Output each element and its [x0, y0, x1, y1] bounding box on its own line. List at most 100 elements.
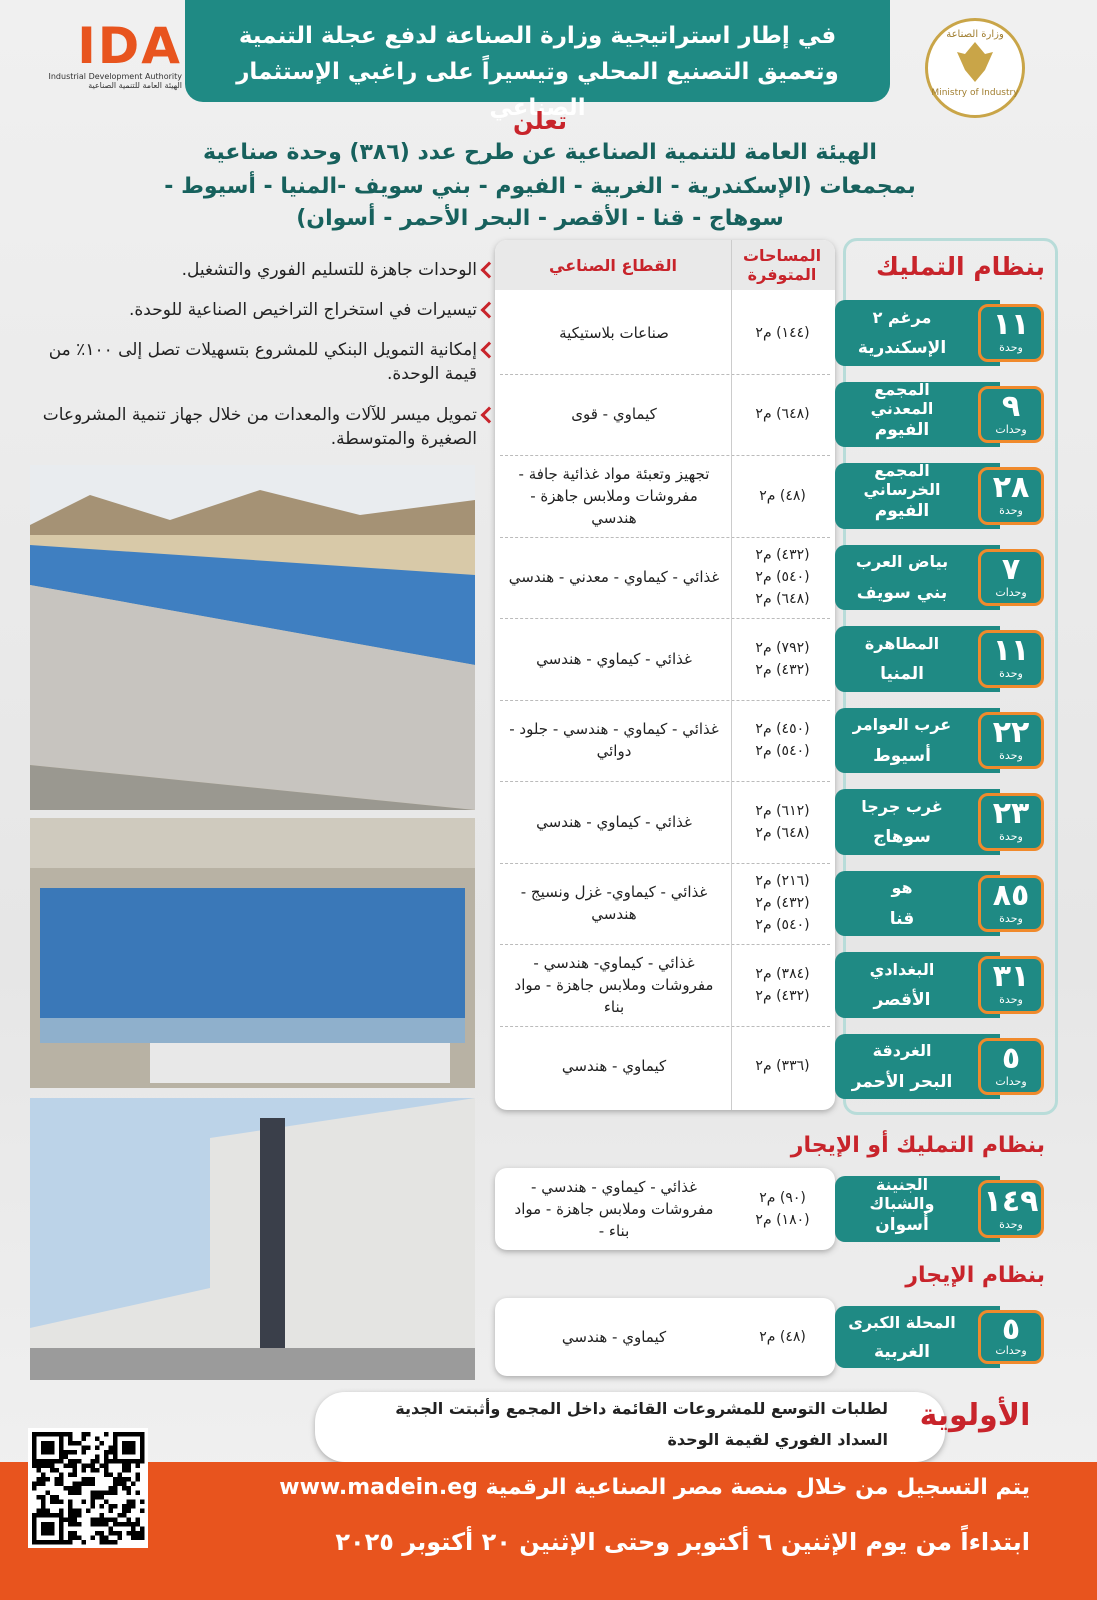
unit-word: وحدة: [999, 993, 1023, 1006]
qr-module: [131, 1522, 136, 1527]
qr-module: [36, 1459, 41, 1464]
qr-module: [104, 1499, 109, 1504]
qr-module: [135, 1477, 140, 1482]
qr-module: [135, 1459, 140, 1464]
qr-module: [140, 1441, 145, 1446]
qr-module: [50, 1463, 55, 1468]
header-areas: المساحات المتوفرة: [742, 246, 822, 284]
complex-name: البغدادي: [869, 959, 935, 979]
qr-module: [108, 1459, 113, 1464]
governorate: قنا: [889, 908, 915, 929]
count-badge: [978, 1180, 1044, 1238]
qr-module: [108, 1450, 113, 1455]
qr-module: [86, 1481, 91, 1486]
qr-module: [126, 1517, 131, 1522]
qr-module: [45, 1450, 50, 1455]
area: (٤٨) م٢: [759, 1329, 806, 1345]
qr-module: [113, 1540, 118, 1545]
qr-module: [50, 1499, 55, 1504]
qr-module: [113, 1531, 118, 1536]
qr-module: [41, 1531, 46, 1536]
qr-module: [140, 1526, 145, 1531]
complex-name: المحلة الكبرى: [848, 1313, 956, 1332]
qr-module: [108, 1472, 113, 1477]
table-header: [495, 240, 835, 290]
qr-module: [63, 1463, 68, 1468]
announce-line: بمجمعات (الإسكندرية - الغربية - الفيوم -…: [164, 174, 916, 199]
area: (٩٠) م٢: [759, 1190, 806, 1206]
area: (٤٨) م٢: [759, 487, 806, 504]
area: (١٨٠) م٢: [755, 1212, 810, 1228]
qr-module: [117, 1535, 122, 1540]
qr-module: [36, 1468, 41, 1473]
benefit: الوحدات جاهزة للتسليم الفوري والتشغيل.: [25, 258, 495, 282]
unit-count: ٥: [1001, 1040, 1021, 1076]
qr-module: [32, 1450, 37, 1455]
qr-module: [68, 1436, 73, 1441]
area: (٧٩٢) م٢: [755, 639, 810, 656]
qr-module: [90, 1504, 95, 1509]
qr-module: [59, 1513, 64, 1518]
complex-name: مرغم ٢: [872, 307, 932, 327]
qr-module: [86, 1477, 91, 1482]
qr-module: [122, 1522, 127, 1527]
qr-module: [50, 1526, 55, 1531]
qr-module: [54, 1481, 59, 1486]
qr-module: [135, 1432, 140, 1437]
sector: تجهيز وتعبئة مواد غذائية جافة - مفروشات …: [518, 464, 710, 527]
qr-module: [72, 1486, 77, 1491]
qr-module: [41, 1540, 46, 1545]
qr-module: [90, 1490, 95, 1495]
qr-module: [45, 1432, 50, 1437]
qr-module: [117, 1513, 122, 1518]
sector: صناعات بلاستيكية: [559, 323, 669, 342]
qr-module: [68, 1450, 73, 1455]
unit-count: ١١: [992, 633, 1030, 669]
qr-module: [68, 1463, 73, 1468]
complex-box: [835, 952, 1000, 1018]
qr-module: [59, 1432, 64, 1437]
sector: غذائي - كيماوي - هندسي - جلود - دوائي: [509, 720, 719, 761]
qr-module: [90, 1535, 95, 1540]
area: (٣٣٦) م٢: [755, 1058, 810, 1075]
unit-word: وحدات: [995, 422, 1027, 436]
qr-module: [72, 1522, 77, 1527]
complex-name: عرب العوامر: [852, 715, 952, 735]
unit-word: وحدة: [999, 341, 1023, 354]
qr-module: [72, 1490, 77, 1495]
qr-module: [113, 1432, 118, 1437]
qr-module: [50, 1513, 55, 1518]
qr-module: [77, 1490, 82, 1495]
qr-module: [41, 1445, 46, 1450]
qr-module: [126, 1432, 131, 1437]
qr-module: [32, 1517, 37, 1522]
qr-module: [90, 1459, 95, 1464]
qr-module: [50, 1459, 55, 1464]
qr-module: [95, 1495, 100, 1500]
qr-module: [126, 1499, 131, 1504]
qr-module: [41, 1504, 46, 1509]
qr-module: [68, 1517, 73, 1522]
qr-module: [68, 1531, 73, 1536]
complex-name: بياض العرب: [855, 552, 949, 572]
unit-count: ٣١: [992, 959, 1030, 995]
count-badge: [978, 711, 1044, 769]
qr-module: [41, 1481, 46, 1486]
qr-module: [59, 1499, 64, 1504]
unit-count: ٥: [1001, 1311, 1021, 1347]
qr-module: [108, 1526, 113, 1531]
qr-module: [117, 1481, 122, 1486]
qr-module: [90, 1517, 95, 1522]
complex-box: [835, 463, 1000, 529]
qr-module: [131, 1526, 136, 1531]
unit-word: وحدات: [995, 585, 1027, 599]
qr-module: [36, 1508, 41, 1513]
qr-module: [45, 1441, 50, 1446]
qr-module: [77, 1535, 82, 1540]
count-badge: [978, 304, 1044, 362]
qr-module: [63, 1486, 68, 1491]
qr-module: [131, 1432, 136, 1437]
qr-module: [113, 1441, 118, 1446]
qr-module: [99, 1463, 104, 1468]
complex-box: [835, 1033, 1000, 1099]
